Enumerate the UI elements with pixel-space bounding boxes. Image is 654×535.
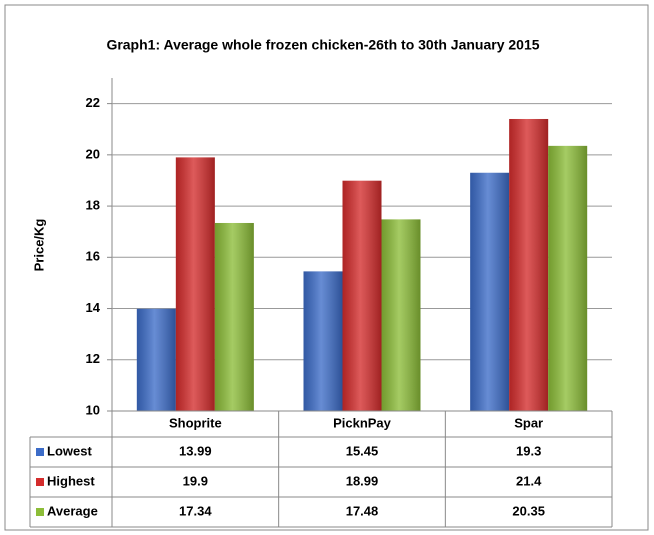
legend-label: Lowest — [47, 443, 92, 458]
bar-shade — [548, 145, 588, 411]
bar-shade — [136, 308, 176, 411]
bar-shade — [470, 172, 510, 411]
y-tick-label: 18 — [86, 198, 100, 213]
x-tick-label: Shoprite — [169, 415, 222, 430]
legend-key — [36, 508, 44, 516]
table-value: 20.35 — [512, 503, 545, 518]
table-value: 19.3 — [516, 443, 541, 458]
y-tick-label: 14 — [86, 300, 101, 315]
legend-label: Highest — [47, 473, 95, 488]
y-tick-label: 20 — [86, 146, 100, 161]
bar-shade — [175, 157, 215, 411]
bar-shade — [381, 219, 421, 411]
bar-shade — [214, 222, 254, 411]
table-value: 19.9 — [183, 473, 208, 488]
y-tick-label: 10 — [86, 402, 100, 417]
bar-shade — [509, 118, 549, 411]
y-tick-label: 22 — [86, 95, 100, 110]
y-tick-label: 12 — [86, 351, 100, 366]
legend-key — [36, 448, 44, 456]
table-value: 15.45 — [346, 443, 379, 458]
table-value: 13.99 — [179, 443, 212, 458]
legend-label: Average — [47, 503, 98, 518]
y-axis-label: Price/Kg — [31, 219, 46, 272]
x-tick-label: Spar — [514, 415, 543, 430]
x-tick-label: PicknPay — [333, 415, 392, 430]
chart-title: Graph1: Average whole frozen chicken-26t… — [106, 37, 539, 53]
bar-shade — [342, 180, 382, 411]
table-value: 17.48 — [346, 503, 379, 518]
table-value: 17.34 — [179, 503, 212, 518]
table-value: 21.4 — [516, 473, 542, 488]
legend-key — [36, 478, 44, 486]
bar-shade — [303, 271, 343, 411]
y-tick-label: 16 — [86, 249, 100, 264]
table-value: 18.99 — [346, 473, 379, 488]
